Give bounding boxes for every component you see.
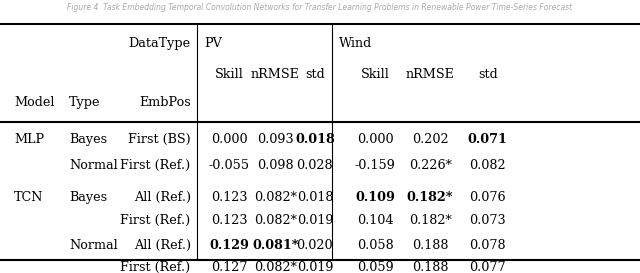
Text: nRMSE: nRMSE <box>251 68 300 81</box>
Text: All (Ref.): All (Ref.) <box>134 191 191 204</box>
Text: Model: Model <box>14 96 54 109</box>
Text: All (Ref.): All (Ref.) <box>134 239 191 252</box>
Text: 0.188: 0.188 <box>412 239 449 252</box>
Text: 0.058: 0.058 <box>356 239 394 252</box>
Text: std: std <box>305 68 324 81</box>
Text: 0.018: 0.018 <box>295 133 335 146</box>
Text: DataType: DataType <box>129 37 191 50</box>
Text: Normal: Normal <box>69 159 118 172</box>
Text: Bayes: Bayes <box>69 133 108 146</box>
Text: 0.082*: 0.082* <box>254 214 296 227</box>
Text: 0.019: 0.019 <box>296 214 333 227</box>
Text: Wind: Wind <box>339 37 372 50</box>
Text: std: std <box>478 68 497 81</box>
Text: First (Ref.): First (Ref.) <box>120 159 191 172</box>
Text: MLP: MLP <box>14 133 44 146</box>
Text: 0.098: 0.098 <box>257 159 294 172</box>
Text: 0.071: 0.071 <box>468 133 508 146</box>
Text: 0.020: 0.020 <box>296 239 333 252</box>
Text: Figure 4  Task Embedding Temporal Convolution Networks for Transfer Learning Pro: Figure 4 Task Embedding Temporal Convolu… <box>67 3 573 12</box>
Text: 0.082*: 0.082* <box>254 191 296 204</box>
Text: 0.082: 0.082 <box>469 159 506 172</box>
Text: Skill: Skill <box>214 68 244 81</box>
Text: Type: Type <box>69 96 100 109</box>
Text: 0.000: 0.000 <box>356 133 394 146</box>
Text: -0.055: -0.055 <box>209 159 250 172</box>
Text: 0.109: 0.109 <box>355 191 395 204</box>
Text: 0.129: 0.129 <box>209 239 249 252</box>
Text: 0.226*: 0.226* <box>409 159 451 172</box>
Text: 0.073: 0.073 <box>469 214 506 227</box>
Text: TCN: TCN <box>14 191 44 204</box>
Text: Skill: Skill <box>360 68 390 81</box>
Text: PV: PV <box>205 37 223 50</box>
Text: EmbPos: EmbPos <box>139 96 191 109</box>
Text: 0.078: 0.078 <box>469 239 506 252</box>
Text: 0.018: 0.018 <box>296 191 333 204</box>
Text: First (Ref.): First (Ref.) <box>120 261 191 273</box>
Text: First (BS): First (BS) <box>128 133 191 146</box>
Text: 0.188: 0.188 <box>412 261 449 273</box>
Text: nRMSE: nRMSE <box>406 68 454 81</box>
Text: 0.082*: 0.082* <box>254 261 296 273</box>
Text: 0.093: 0.093 <box>257 133 294 146</box>
Text: 0.081*: 0.081* <box>252 239 298 252</box>
Text: 0.059: 0.059 <box>356 261 394 273</box>
Text: 0.123: 0.123 <box>211 191 248 204</box>
Text: 0.076: 0.076 <box>469 191 506 204</box>
Text: -0.159: -0.159 <box>355 159 396 172</box>
Text: 0.028: 0.028 <box>296 159 333 172</box>
Text: 0.000: 0.000 <box>211 133 248 146</box>
Text: Normal: Normal <box>69 239 118 252</box>
Text: First (Ref.): First (Ref.) <box>120 214 191 227</box>
Text: 0.182*: 0.182* <box>407 191 453 204</box>
Text: 0.127: 0.127 <box>211 261 248 273</box>
Text: Bayes: Bayes <box>69 191 108 204</box>
Text: 0.123: 0.123 <box>211 214 248 227</box>
Text: 0.182*: 0.182* <box>409 214 451 227</box>
Text: 0.019: 0.019 <box>296 261 333 273</box>
Text: 0.104: 0.104 <box>356 214 394 227</box>
Text: 0.202: 0.202 <box>412 133 449 146</box>
Text: 0.077: 0.077 <box>469 261 506 273</box>
